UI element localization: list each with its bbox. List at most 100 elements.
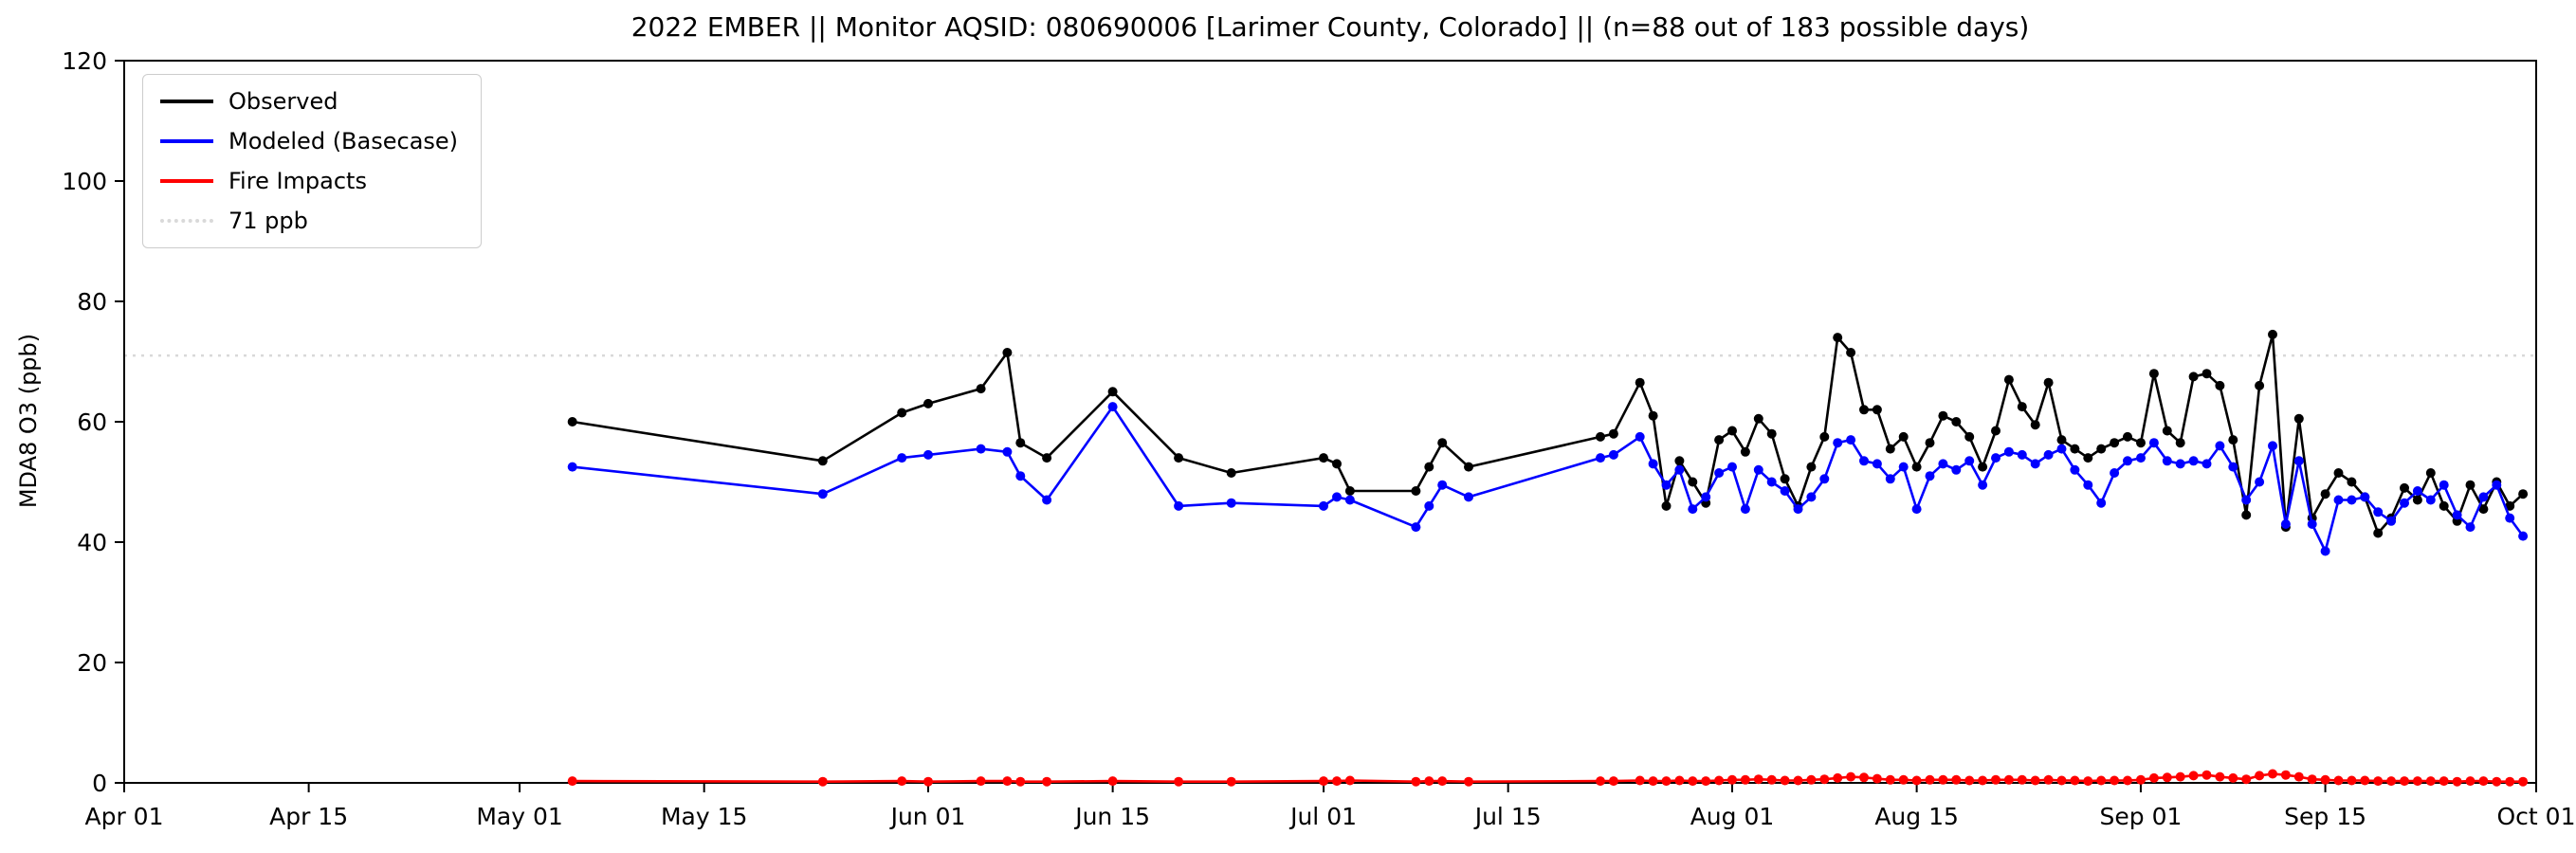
- x-tick-label: May 15: [661, 803, 747, 830]
- chart-title: 2022 EMBER || Monitor AQSID: 080690006 […: [630, 11, 2030, 43]
- series-marker: [2215, 441, 2225, 451]
- series-marker: [2280, 770, 2291, 780]
- series-marker: [2425, 495, 2436, 505]
- series-marker: [2083, 480, 2093, 490]
- series-marker: [1846, 348, 1856, 357]
- series-marker: [1608, 428, 1618, 439]
- series-marker: [1951, 464, 1962, 475]
- series-marker: [1833, 333, 1843, 343]
- series-marker: [1819, 474, 1830, 484]
- series-marker: [1608, 449, 1618, 460]
- legend-item: 71 ppb: [160, 208, 458, 234]
- series-marker: [1885, 774, 1895, 785]
- series-marker: [2043, 377, 2054, 388]
- series-marker: [2215, 771, 2225, 782]
- series-marker: [1648, 410, 1658, 421]
- series-marker: [1464, 492, 1473, 502]
- series-marker: [1344, 775, 1355, 786]
- series-marker: [2400, 776, 2409, 787]
- series-marker: [2096, 444, 2107, 454]
- series-marker: [2505, 513, 2515, 523]
- series-marker: [2136, 438, 2146, 448]
- series-marker: [976, 384, 986, 394]
- series-marker: [2347, 775, 2357, 786]
- series-marker: [1925, 471, 1935, 481]
- series-marker: [2030, 775, 2040, 786]
- series-marker: [2228, 772, 2238, 783]
- series-marker: [2255, 771, 2265, 781]
- series-marker: [1635, 431, 1645, 442]
- series-marker: [1780, 775, 1790, 786]
- series-marker: [2070, 464, 2080, 475]
- x-tick-label: Apr 01: [84, 803, 163, 830]
- series-marker: [2123, 456, 2132, 466]
- series-marker: [1688, 504, 1698, 515]
- series-marker: [2505, 776, 2515, 787]
- series-marker: [2307, 519, 2317, 529]
- series-marker: [1753, 413, 1763, 424]
- series-marker: [1424, 500, 1434, 511]
- series-marker: [2373, 776, 2384, 787]
- y-tick-label: 80: [77, 288, 107, 316]
- series-marker: [2175, 459, 2185, 469]
- series-marker: [1925, 774, 1935, 785]
- series-marker: [923, 449, 933, 460]
- series-marker: [1951, 417, 1962, 426]
- series-marker: [2452, 510, 2462, 520]
- series-marker: [1608, 776, 1618, 787]
- series-marker: [1740, 774, 1750, 785]
- series-marker: [1635, 377, 1645, 388]
- series-marker: [1701, 492, 1711, 502]
- series-marker: [2425, 776, 2436, 787]
- series-marker: [1319, 776, 1328, 787]
- series-marker: [1107, 776, 1118, 787]
- series-marker: [1002, 776, 1013, 787]
- series-marker: [1714, 775, 1725, 786]
- legend-line-swatch: [160, 179, 213, 183]
- series-marker: [2373, 528, 2384, 538]
- legend-label: Fire Impacts: [228, 168, 367, 194]
- series-marker: [1437, 438, 1448, 448]
- series-marker: [2439, 480, 2449, 490]
- series-marker: [1872, 459, 1882, 469]
- series-marker: [2241, 510, 2252, 520]
- series-marker: [2386, 776, 2397, 787]
- series-marker: [2492, 776, 2502, 787]
- x-tick-label: Jun 15: [1073, 803, 1150, 830]
- series-marker: [1793, 504, 1803, 515]
- series-marker: [2162, 426, 2172, 436]
- series-marker: [1846, 771, 1856, 782]
- series-marker: [1319, 500, 1328, 511]
- series-marker: [1411, 522, 1421, 533]
- series-marker: [2110, 468, 2120, 478]
- series-marker: [2215, 380, 2225, 390]
- legend-item: Observed: [160, 88, 458, 115]
- series-marker: [2110, 438, 2120, 448]
- series-marker: [1332, 492, 1342, 502]
- series-marker: [1226, 468, 1236, 478]
- series-marker: [1635, 775, 1645, 786]
- series-marker: [2175, 438, 2185, 448]
- series-marker: [2056, 435, 2067, 445]
- series-marker: [2478, 776, 2489, 787]
- series-marker: [1859, 405, 1869, 415]
- series-marker: [817, 456, 828, 466]
- series-marker: [1978, 480, 1988, 490]
- series-marker: [2268, 441, 2277, 451]
- series-marker: [2293, 456, 2304, 466]
- series-marker: [2320, 489, 2330, 499]
- series-marker: [1898, 774, 1909, 785]
- series-marker: [1833, 772, 1843, 783]
- series-marker: [2056, 775, 2067, 786]
- series-marker: [1661, 480, 1672, 490]
- series-marker: [1978, 462, 1988, 472]
- series-marker: [2412, 495, 2422, 505]
- series-marker: [1964, 431, 1975, 442]
- series-marker: [1780, 486, 1790, 496]
- series-marker: [1978, 775, 1988, 786]
- series-marker: [1015, 471, 1026, 481]
- series-marker: [567, 462, 577, 472]
- series-marker: [1596, 776, 1605, 787]
- series-marker: [2412, 776, 2422, 787]
- series-marker: [2360, 492, 2370, 502]
